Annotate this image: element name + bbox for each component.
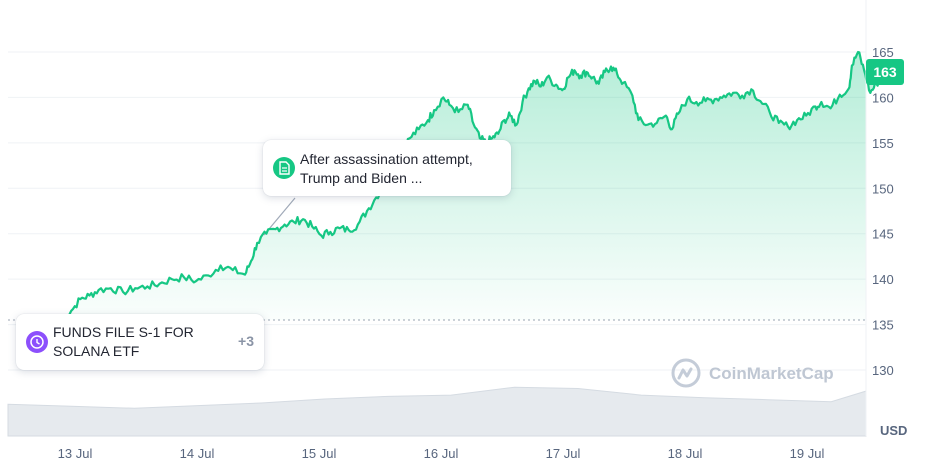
y-tick-label: 130 xyxy=(872,363,894,378)
x-axis: 13 Jul 14 Jul 15 Jul 16 Jul 17 Jul 18 Jul 19 J… xyxy=(58,446,825,461)
volume-area xyxy=(7,386,867,437)
watermark-text: CoinMarketCap xyxy=(709,364,834,383)
x-tick-label: 19 Jul xyxy=(790,446,825,461)
x-tick-label: 16 Jul xyxy=(424,446,459,461)
coinmarketcap-logo-icon xyxy=(671,358,701,388)
y-tick-label: 135 xyxy=(872,318,894,333)
x-tick-label: 14 Jul xyxy=(180,446,215,461)
y-tick-label: 140 xyxy=(872,272,894,287)
y-tick-label: 145 xyxy=(872,227,894,242)
news-text: After assassination attempt, Trump and B… xyxy=(300,151,473,186)
y-tick-label: 150 xyxy=(872,181,894,196)
y-tick-label: 160 xyxy=(872,90,894,105)
more-events-count[interactable]: +3 xyxy=(238,333,254,349)
y-axis: 130 135 140 145 150 155 160 165 xyxy=(872,45,894,378)
y-tick-label: 165 xyxy=(872,45,894,60)
x-tick-label: 15 Jul xyxy=(302,446,337,461)
event-text: FUNDS FILE S-1 FOR SOLANA ETF xyxy=(53,324,194,359)
current-price-badge: 163 xyxy=(866,59,904,85)
news-callout[interactable]: After assassination attempt, Trump and B… xyxy=(263,140,511,196)
x-tick-label: 18 Jul xyxy=(668,446,703,461)
y-axis-unit: USD xyxy=(880,423,907,438)
x-tick-label: 13 Jul xyxy=(58,446,93,461)
price-line xyxy=(25,50,889,321)
document-icon xyxy=(273,157,295,179)
clock-history-icon xyxy=(26,331,48,353)
x-tick-label: 17 Jul xyxy=(546,446,581,461)
y-tick-label: 155 xyxy=(872,136,894,151)
event-callout[interactable]: FUNDS FILE S-1 FOR SOLANA ETF +3 xyxy=(16,314,264,370)
